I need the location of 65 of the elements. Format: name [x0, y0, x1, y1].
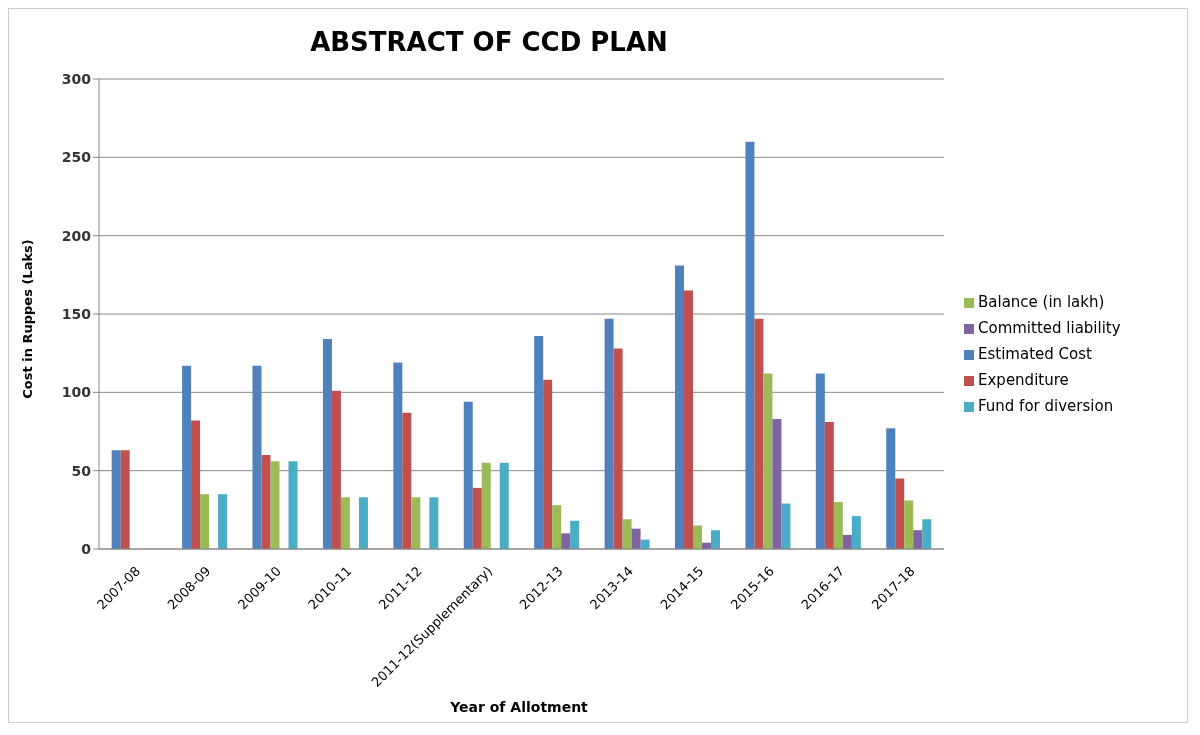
bar	[833, 502, 843, 549]
legend-label: Fund for diversion	[978, 397, 1114, 415]
y-axis-title: Cost in Ruppes (Laks)	[19, 239, 35, 399]
x-axis-title: Year of Allotment	[449, 699, 589, 715]
bar	[358, 497, 368, 549]
bar	[824, 422, 834, 549]
bar	[851, 516, 861, 549]
bar	[913, 530, 923, 549]
bar	[684, 290, 694, 549]
bar	[745, 141, 755, 549]
bar	[261, 455, 271, 549]
bar	[534, 335, 544, 549]
bar	[543, 379, 553, 549]
bar	[886, 428, 896, 549]
bar	[472, 487, 482, 549]
bar	[675, 265, 685, 549]
bar	[111, 450, 121, 549]
bar	[393, 362, 403, 549]
legend-label: Committed liability	[978, 319, 1121, 337]
bar	[622, 519, 632, 549]
legend-label: Balance (in lakh)	[978, 293, 1105, 311]
bar	[772, 418, 782, 549]
bar	[322, 339, 332, 549]
bar	[613, 348, 623, 549]
bar	[922, 519, 932, 549]
bar	[754, 318, 764, 549]
bar	[402, 412, 412, 549]
y-tick-label: 300	[61, 70, 92, 87]
bar	[288, 461, 298, 549]
legend-label: Estimated Cost	[978, 345, 1092, 363]
bar	[182, 365, 192, 549]
chart-title: ABSTRACT OF CCD PLAN	[309, 27, 669, 57]
bar	[463, 401, 473, 549]
bar	[499, 462, 509, 549]
y-tick-label: 0	[81, 540, 92, 557]
bar	[429, 497, 439, 549]
bar	[781, 503, 791, 549]
bar	[411, 497, 421, 549]
y-tick-label: 50	[71, 462, 92, 479]
bar	[218, 494, 228, 549]
bar	[895, 478, 905, 549]
y-tick-label: 200	[61, 227, 92, 244]
y-tick-label: 150	[61, 305, 92, 322]
bar	[120, 450, 130, 549]
legend-label: Expenditure	[978, 371, 1069, 389]
bar	[604, 318, 614, 549]
bar	[815, 373, 825, 549]
bar	[552, 505, 562, 549]
bar	[331, 390, 341, 549]
bar	[252, 365, 262, 549]
bar	[842, 534, 852, 549]
bar	[200, 494, 210, 549]
bar	[693, 525, 703, 549]
bar	[904, 500, 914, 549]
bar	[191, 420, 201, 549]
y-tick-label: 250	[61, 149, 92, 166]
bar	[481, 462, 491, 549]
bar	[570, 520, 580, 549]
bar	[270, 461, 280, 549]
bar	[763, 373, 773, 549]
bar	[340, 497, 350, 549]
bar	[711, 530, 721, 549]
bar	[561, 533, 571, 549]
y-tick-label: 100	[61, 384, 92, 401]
bar	[631, 528, 641, 549]
